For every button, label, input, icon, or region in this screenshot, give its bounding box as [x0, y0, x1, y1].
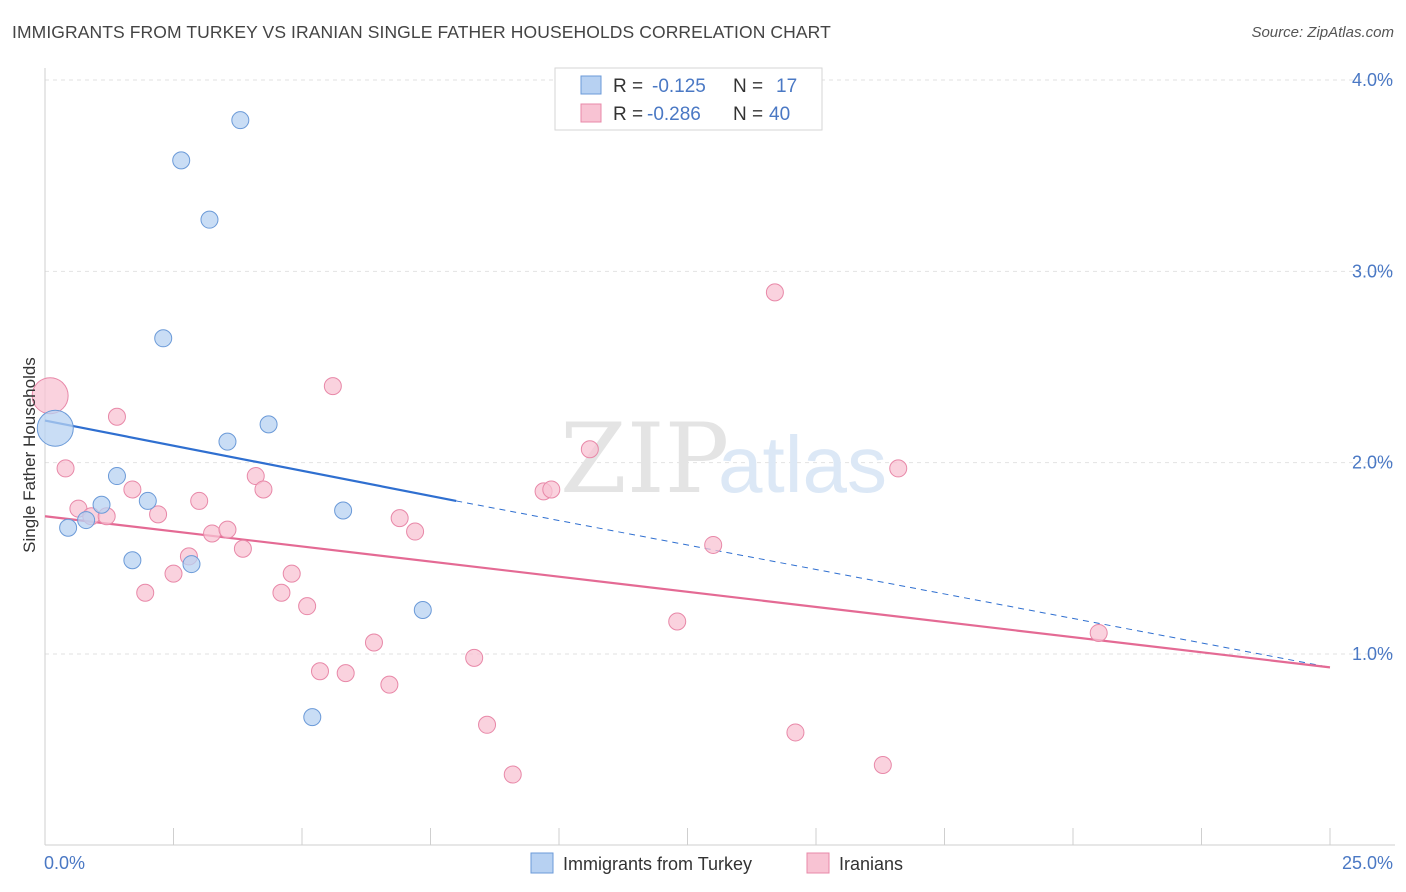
point-iranians — [123, 480, 142, 499]
point-turkey — [123, 551, 142, 570]
point-iranians — [704, 535, 723, 554]
point-turkey — [172, 151, 191, 170]
point-iranians — [478, 715, 497, 734]
point-iranians — [336, 664, 355, 683]
point-iranians — [889, 459, 908, 478]
trend-lines — [44, 419, 1331, 669]
legend-swatch-turkey — [530, 852, 554, 874]
point-iranians — [873, 755, 892, 774]
stats-n-label-iranians: N = — [733, 104, 763, 125]
point-iranians — [390, 509, 409, 528]
bottom-legend: Immigrants from Turkey Iranians — [530, 852, 903, 874]
point-iranians — [465, 648, 484, 667]
point-iranians — [272, 583, 291, 602]
point-turkey — [154, 329, 173, 348]
legend-label-turkey: Immigrants from Turkey — [563, 854, 752, 874]
point-iranians — [1089, 623, 1108, 642]
watermark-zip: ZIP — [560, 403, 729, 515]
point-iranians — [310, 662, 329, 681]
point-turkey — [77, 511, 96, 530]
y-tick-label: 4.0% — [1352, 70, 1393, 90]
tick-labels: 1.0% 2.0% 3.0% 4.0% 0.0% 25.0% — [44, 70, 1393, 873]
watermark-atlas: atlas — [718, 420, 887, 509]
chart-title: IMMIGRANTS FROM TURKEY VS IRANIAN SINGLE… — [12, 22, 831, 42]
point-iranians — [107, 407, 126, 426]
point-iranians — [668, 612, 687, 631]
stats-r-label-iranians: R = — [613, 104, 643, 125]
stats-swatch-turkey — [580, 75, 602, 95]
point-turkey — [231, 111, 250, 130]
point-iranians — [218, 520, 237, 539]
stats-n-value-iranians: 40 — [769, 104, 790, 125]
point-turkey — [218, 432, 237, 451]
point-iranians — [136, 583, 155, 602]
point-iranians — [56, 459, 75, 478]
point-turkey — [182, 555, 201, 574]
point-turkey — [107, 467, 126, 486]
point-iranians — [364, 633, 383, 652]
point-iranians — [298, 597, 317, 616]
legend-swatch-iranians — [806, 852, 830, 874]
point-iranians — [542, 480, 561, 499]
y-tick-label: 2.0% — [1352, 453, 1393, 473]
trend-line-turkey-extension — [456, 500, 1331, 668]
stats-swatch-iranians — [580, 103, 602, 123]
trend-line-iranians — [44, 515, 1331, 669]
point-iranians — [503, 765, 522, 784]
stats-n-label-turkey: N = — [733, 76, 763, 97]
point-turkey — [303, 708, 322, 727]
stats-r-value-iranians: -0.286 — [647, 104, 701, 125]
point-iranians — [190, 491, 209, 510]
trend-line-turkey — [44, 419, 457, 503]
legend-label-iranians: Iranians — [839, 854, 903, 874]
point-iranians — [282, 564, 301, 583]
point-iranians — [149, 505, 168, 524]
point-iranians — [765, 283, 784, 302]
point-turkey — [334, 501, 353, 520]
point-iranians — [203, 524, 222, 543]
y-tick-label: 1.0% — [1352, 644, 1393, 664]
grid-lines — [45, 79, 1395, 655]
point-turkey — [92, 495, 111, 514]
point-turkey — [36, 409, 74, 447]
stats-r-label-turkey: R = — [613, 76, 643, 97]
stats-r-value-turkey: -0.125 — [652, 76, 706, 97]
point-iranians — [580, 440, 599, 459]
point-iranians — [380, 675, 399, 694]
y-tick-label: 3.0% — [1352, 261, 1393, 281]
stats-legend: R = -0.125 N = 17 R = -0.286 N = 40 — [554, 67, 823, 131]
point-iranians — [786, 723, 805, 742]
point-turkey — [413, 600, 432, 619]
axes — [44, 68, 1395, 846]
data-points — [31, 111, 1108, 784]
stats-n-value-turkey: 17 — [776, 76, 797, 97]
y-axis-label: Single Father Households — [20, 357, 39, 553]
point-iranians — [323, 377, 342, 396]
source-label: Source: ZipAtlas.com — [1251, 24, 1394, 41]
point-iranians — [164, 564, 183, 583]
point-turkey — [259, 415, 278, 434]
point-iranians — [246, 467, 265, 486]
x-tick-label: 25.0% — [1342, 853, 1393, 873]
point-turkey — [138, 491, 157, 510]
x-tick-label: 0.0% — [44, 853, 85, 873]
point-iranians — [233, 539, 252, 558]
point-iranians — [406, 522, 425, 541]
point-iranians — [254, 480, 273, 499]
point-turkey — [59, 518, 78, 537]
point-turkey — [200, 210, 219, 229]
